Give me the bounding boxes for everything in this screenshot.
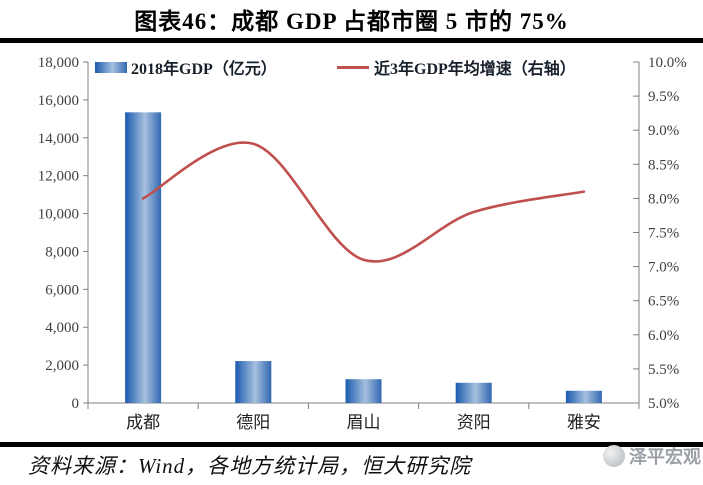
right-axis-tick-label: 5.5% [648,362,679,378]
right-axis-tick-label: 5.0% [648,396,679,412]
left-axis-tick-label: 4,000 [45,320,79,336]
growth-rate-line [141,141,586,263]
left-axis-tick-label: 6,000 [45,282,79,298]
left-axis-tick-label: 10,000 [38,207,79,223]
left-axis-tick-label: 2,000 [45,358,79,374]
bottom-divider-rule [0,442,703,447]
legend-label-growth: 近3年GDP年均增速（右轴） [374,61,576,78]
legend-label-gdp: 2018年GDP（亿元） [131,61,277,78]
right-axis-tick-label: 10.0% [648,55,687,71]
right-axis-tick-label: 8.0% [648,191,679,207]
left-axis-tick-label: 18,000 [38,55,79,71]
category-label-2: 眉山 [347,413,381,432]
line-series-swatch-icon [337,65,369,69]
right-axis-tick-label: 7.5% [648,226,679,242]
right-axis-tick-label: 7.0% [648,260,679,276]
watermark: 泽平宏观 [603,443,701,469]
chart-title: 图表46：成都 GDP 占都市圈 5 市的 75% [134,9,569,34]
right-axis-tick-label: 9.5% [648,89,679,105]
right-axis-tick-label: 9.0% [648,123,679,139]
category-label-3: 资阳 [457,413,491,432]
category-label-0: 成都 [126,413,160,432]
category-label-1: 德阳 [236,413,270,432]
right-axis-tick-label: 6.0% [648,328,679,344]
gdp-bar-2 [345,379,382,403]
bar-series-swatch-icon [95,61,127,73]
zeping-logo-icon [603,445,625,467]
gdp-bar-4 [565,390,602,403]
legend-item-gdp-bar: 2018年GDP（亿元） [95,55,277,79]
legend-item-growth-line: 近3年GDP年均增速（右轴） [337,55,576,79]
right-axis-tick-label: 6.5% [648,294,679,310]
gdp-bar-3 [455,382,492,403]
right-axis-tick-label: 8.5% [648,157,679,173]
watermark-text: 泽平宏观 [629,447,701,467]
gdp-bar-1 [235,361,272,403]
category-label-4: 雅安 [567,413,601,432]
left-axis-tick-label: 16,000 [38,93,79,109]
gdp-bar-0 [125,112,162,403]
left-axis-tick-label: 12,000 [38,169,79,185]
top-divider-rule [0,38,703,43]
left-axis-tick-label: 8,000 [45,244,79,260]
left-axis-tick-label: 0 [72,396,80,412]
left-axis-tick-label: 14,000 [38,131,79,147]
data-source-note: 资料来源：Wind，各地方统计局，恒大研究院 [28,454,472,478]
